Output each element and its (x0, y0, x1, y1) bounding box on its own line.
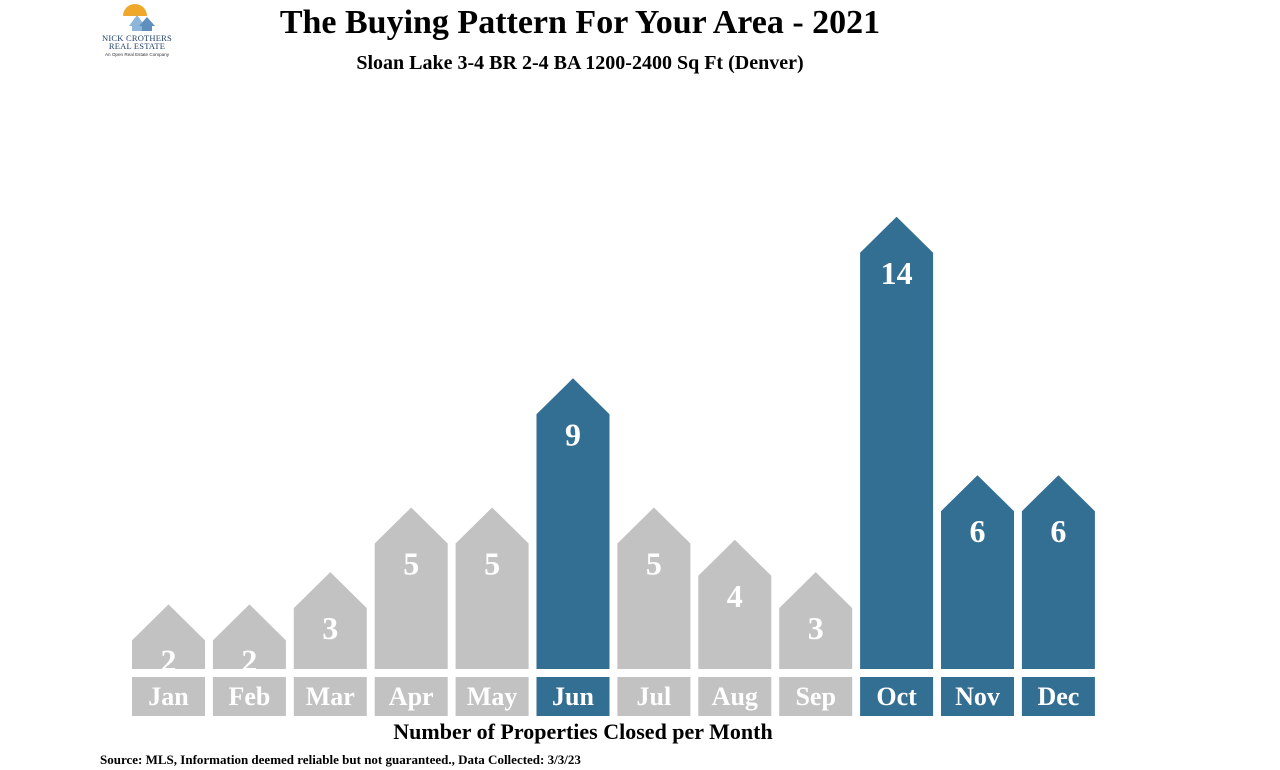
category-label-mar: Mar (306, 682, 355, 711)
bar-aug (698, 539, 772, 669)
value-label-oct: 14 (881, 255, 913, 291)
company-logo: NICK CROTHERS REAL ESTATE An Open Real E… (96, 2, 178, 62)
value-label-may: 5 (484, 546, 500, 582)
category-label-jul: Jul (637, 682, 672, 711)
category-box-feb (212, 677, 286, 716)
bar-jun (536, 378, 610, 669)
category-label-apr: Apr (389, 682, 434, 711)
category-label-dec: Dec (1037, 682, 1079, 711)
bar-oct (860, 216, 934, 670)
logo-name-line1: NICK CROTHERS (102, 33, 172, 43)
category-label-aug: Aug (712, 682, 758, 711)
value-label-nov: 6 (970, 513, 986, 549)
value-label-dec: 6 (1050, 513, 1066, 549)
value-label-feb: 2 (241, 642, 257, 678)
chart-title: The Buying Pattern For Your Area - 2021 (279, 4, 881, 41)
category-box-mar (293, 677, 367, 716)
chart-subtitle: Sloan Lake 3-4 BR 2-4 BA 1200-2400 Sq Ft… (356, 52, 804, 74)
bar-dec (1021, 475, 1095, 669)
x-axis-title: Number of Properties Closed per Month (393, 719, 773, 744)
category-box-jun (536, 677, 610, 716)
category-box-may (455, 677, 529, 716)
category-box-sep (779, 677, 853, 716)
category-box-jul (617, 677, 691, 716)
bar-may (455, 507, 529, 669)
bar-nov (941, 475, 1014, 669)
category-box-dec (1021, 677, 1095, 716)
category-label-sep: Sep (795, 682, 835, 711)
bar-sep (779, 572, 853, 669)
house-sun-logo-icon (111, 4, 163, 34)
bar-feb (212, 604, 286, 669)
value-label-jan: 2 (161, 642, 177, 678)
category-label-jan: Jan (148, 682, 189, 711)
value-label-mar: 3 (322, 610, 338, 646)
logo-name-line2: REAL ESTATE (108, 41, 166, 51)
bar-mar (293, 572, 367, 669)
value-label-jul: 5 (646, 546, 662, 582)
category-box-apr (374, 677, 448, 716)
category-label-jun: Jun (552, 682, 594, 711)
category-box-aug (698, 677, 772, 716)
value-label-apr: 5 (403, 546, 419, 582)
bar-jul (617, 507, 691, 669)
category-label-may: May (467, 682, 518, 711)
category-box-jan (132, 677, 205, 716)
source-note: Source: MLS, Information deemed reliable… (100, 752, 581, 767)
value-label-sep: 3 (808, 610, 824, 646)
logo-tagline: An Open Real Estate Company (104, 52, 170, 57)
category-label-oct: Oct (876, 682, 917, 711)
value-label-aug: 4 (727, 578, 743, 614)
value-label-jun: 9 (565, 416, 581, 452)
bar-apr (374, 507, 448, 669)
bar-jan (132, 604, 205, 669)
category-box-oct (860, 677, 934, 716)
category-label-feb: Feb (228, 682, 270, 711)
category-label-nov: Nov (955, 682, 1000, 711)
category-box-nov (941, 677, 1014, 716)
